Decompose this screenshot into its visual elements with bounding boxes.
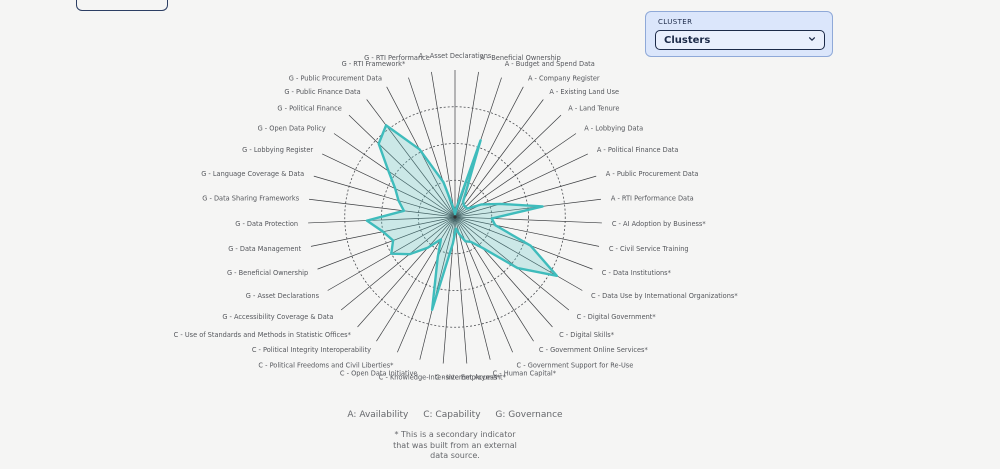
radar-spoke <box>454 114 562 218</box>
radar-spoke <box>454 216 553 328</box>
radar-spoke <box>454 216 491 360</box>
axis-label: A - Company Register <box>528 74 600 82</box>
radar-spoke <box>308 216 456 224</box>
cluster-filter-label: CLUSTER <box>658 18 693 26</box>
radar-spoke <box>454 99 544 218</box>
chart-footnote: * This is a secondary indicator that was… <box>0 430 910 462</box>
axis-label: C - Internet Access* <box>435 373 501 381</box>
axis-label: C - Human Capital* <box>493 369 557 377</box>
radar-spoke <box>454 133 577 218</box>
radar-spoke <box>340 216 456 311</box>
radar-ring <box>344 106 566 328</box>
radar-spoke <box>454 175 597 218</box>
axis-label: G - Public Finance Data <box>284 88 360 96</box>
axis-label: G - Accessibility Coverage & Data <box>222 313 333 321</box>
radar-spoke <box>454 86 524 218</box>
radar-series <box>365 124 558 311</box>
axis-label: A - Beneficial Ownership <box>480 54 561 62</box>
radar-spoke <box>454 198 601 218</box>
axis-label: G - Lobbying Register <box>242 146 313 154</box>
legend-item-governance: G: Governance <box>495 410 563 420</box>
axis-label: C - AI Adoption by Business* <box>612 220 707 228</box>
axis-label: C - Digital Government* <box>577 313 657 321</box>
axis-label: G - RTI Performance <box>364 54 430 62</box>
axis-label: C - Data Use by International Organizati… <box>591 292 738 300</box>
radar-spoke <box>431 71 456 218</box>
radar-spoke <box>322 153 456 218</box>
chevron-down-icon <box>808 37 816 41</box>
radar-spoke <box>309 198 456 218</box>
chart-legend: A: Availability C: Capability G: Governa… <box>0 410 910 420</box>
axis-label: C - Civil Service Training <box>609 245 689 253</box>
radar-spoke <box>366 99 456 218</box>
axis-label: A - Budget and Spend Data <box>505 60 595 68</box>
axis-label: G - Public Procurement Data <box>289 74 382 82</box>
radar-spoke <box>454 216 583 291</box>
axis-label: C - Data Institutions* <box>602 269 672 277</box>
cluster-filter-panel: CLUSTER Clusters <box>645 11 833 57</box>
radar-spoke <box>376 216 456 342</box>
axis-label: A - Political Finance Data <box>597 146 679 154</box>
axis-label: C - Use of Standards and Methods in Stat… <box>174 331 352 339</box>
axis-label: C - Political Integrity Interoperability <box>252 346 371 354</box>
radar-spoke <box>454 216 468 364</box>
axis-label: G - Beneficial Ownership <box>227 269 308 277</box>
axis-label: A - Lobbying Data <box>584 124 643 132</box>
axis-label: G - Data Sharing Frameworks <box>202 195 299 203</box>
radar-spoke <box>454 216 534 342</box>
radar-spoke <box>454 216 602 224</box>
axis-label: G - Asset Declarations <box>246 292 320 300</box>
axis-label: A - Existing Land Use <box>549 88 619 96</box>
axis-label: C - Government Support for Re-Use <box>517 361 634 369</box>
axis-label: C - Open Data Initiative <box>340 369 418 377</box>
radar-spoke <box>313 175 456 218</box>
radar-center <box>453 215 457 219</box>
radar-spoke <box>333 133 456 218</box>
radar-spoke <box>397 216 456 353</box>
axis-label: G - Open Data Policy <box>258 124 326 132</box>
axis-label: G - RTI Framework* <box>342 60 406 68</box>
axis-label: C - Political Freedoms and Civil Liberti… <box>258 361 394 369</box>
radar-spokes <box>308 70 602 364</box>
axis-label: G - Data Management <box>228 245 301 253</box>
top-panel-edge <box>76 0 168 11</box>
axis-label: C - Digital Skills* <box>559 331 615 339</box>
axis-label: C - Knowledge-Intensive Employment* <box>379 373 507 381</box>
radar-series-area <box>365 124 558 311</box>
radar-spoke <box>357 216 456 328</box>
axis-label: C - Government Online Services* <box>539 346 649 354</box>
legend-item-availability: A: Availability <box>347 410 409 420</box>
axis-label: G - Data Protection <box>235 220 298 228</box>
cluster-select-value: Clusters <box>664 35 711 46</box>
radar-spoke <box>454 216 600 247</box>
axis-label: A - RTI Performance Data <box>611 195 694 203</box>
cluster-select[interactable]: Clusters <box>655 30 825 50</box>
axis-label: A - Asset Declarations <box>419 52 492 60</box>
footnote-line: * This is a secondary indicator <box>394 430 516 439</box>
legend-item-capability: C: Capability <box>423 410 481 420</box>
footnote-line: data source. <box>430 451 480 460</box>
axis-label: G - Political Finance <box>277 105 341 113</box>
axis-label: A - Land Tenure <box>568 105 619 113</box>
axis-label: G - Language Coverage & Data <box>201 170 304 178</box>
radar-spoke <box>419 216 456 360</box>
radar-spoke <box>348 114 456 218</box>
radar-spoke <box>317 216 456 270</box>
axis-label: A - Public Procurement Data <box>606 170 699 178</box>
footnote-line: that was built from an external <box>393 440 517 450</box>
radar-spoke <box>454 71 479 218</box>
